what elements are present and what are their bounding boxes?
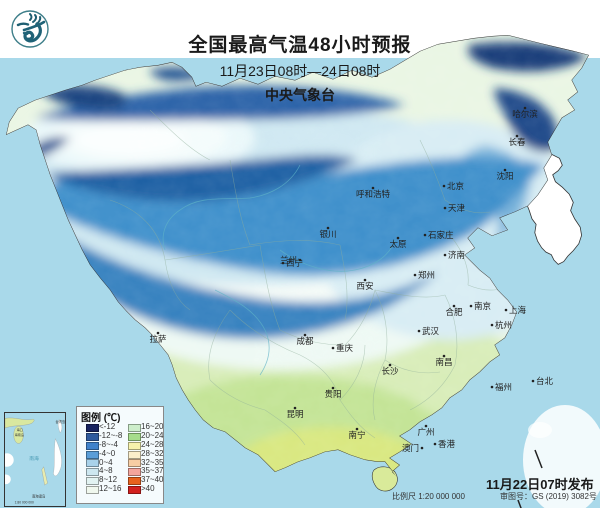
svg-text:银川: 银川 <box>319 229 336 239</box>
svg-text:海南岛: 海南岛 <box>15 432 24 437</box>
svg-text:南昌: 南昌 <box>435 357 452 367</box>
svg-text:澳门: 澳门 <box>402 443 419 453</box>
svg-text:南海: 南海 <box>29 455 39 462</box>
svg-text:长春: 长春 <box>508 137 526 147</box>
svg-text:呼和浩特: 呼和浩特 <box>356 189 391 199</box>
svg-text:杭州: 杭州 <box>495 320 512 330</box>
svg-text:南京: 南京 <box>474 301 491 311</box>
svg-text:上海: 上海 <box>509 305 527 315</box>
svg-text:石家庄: 石家庄 <box>428 230 454 240</box>
svg-text:沈阳: 沈阳 <box>496 171 513 181</box>
svg-text:台北: 台北 <box>536 376 554 386</box>
svg-text:台湾岛: 台湾岛 <box>55 419 65 424</box>
svg-text:成都: 成都 <box>296 336 314 346</box>
svg-text:太原: 太原 <box>389 239 406 249</box>
svg-text:香港: 香港 <box>438 439 456 449</box>
svg-text:广州: 广州 <box>417 427 434 437</box>
svg-text:昆明: 昆明 <box>286 409 303 419</box>
svg-text:长沙: 长沙 <box>381 366 399 376</box>
svg-text:郑州: 郑州 <box>418 270 435 280</box>
svg-text:重庆: 重庆 <box>336 343 354 353</box>
svg-text:哈尔滨: 哈尔滨 <box>512 109 538 119</box>
svg-text:贵阳: 贵阳 <box>324 389 341 399</box>
svg-text:南海诸岛: 南海诸岛 <box>32 494 45 499</box>
svg-text:天津: 天津 <box>448 203 466 213</box>
svg-text:福州: 福州 <box>495 382 512 392</box>
svg-text:北京: 北京 <box>447 181 464 191</box>
svg-text:合肥: 合肥 <box>445 307 463 317</box>
svg-text:拉萨: 拉萨 <box>149 334 167 344</box>
svg-text:1:80 000 000: 1:80 000 000 <box>15 501 34 505</box>
svg-text:济南: 济南 <box>448 250 465 260</box>
svg-text:南宁: 南宁 <box>348 430 365 440</box>
svg-text:武汉: 武汉 <box>422 326 440 336</box>
svg-text:西安: 西安 <box>356 281 373 291</box>
svg-text:海口: 海口 <box>17 427 23 432</box>
svg-text:西宁: 西宁 <box>286 258 303 268</box>
